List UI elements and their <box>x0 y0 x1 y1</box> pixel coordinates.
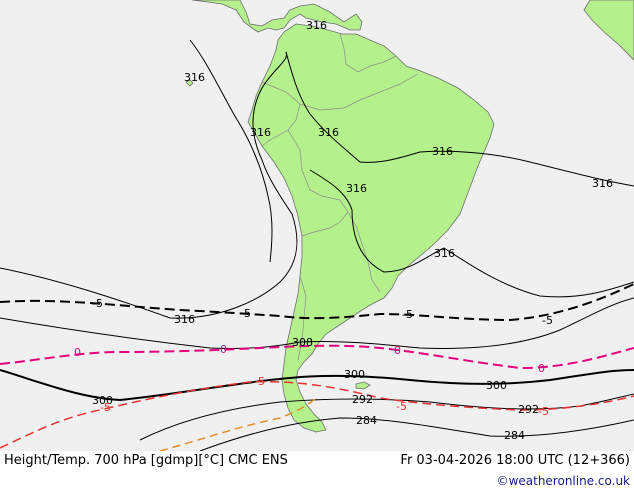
temp-label: -5 <box>542 314 553 327</box>
height-label: 284 <box>356 414 377 427</box>
map-title: Height/Temp. 700 hPa [gdmp][°C] CMC ENS <box>4 453 288 468</box>
temp-label: -5 <box>92 297 103 310</box>
contour-316-d <box>309 169 634 298</box>
temp-label: 0 <box>220 343 227 356</box>
land-central-america <box>191 0 363 33</box>
temperature-labels: -5 -5 -5 -5 0 0 0 0 -5 -5 -5 -5 <box>74 297 553 418</box>
land-top-right <box>583 0 634 61</box>
height-label: 316 <box>184 71 205 84</box>
isotherm-minus5-south <box>0 380 634 449</box>
height-label: 316 <box>592 177 613 190</box>
temp-label: -5 <box>254 375 265 388</box>
height-label: 316 <box>434 247 455 260</box>
country-borders <box>261 33 419 361</box>
height-label: 316 <box>432 145 453 158</box>
height-label: 300 <box>486 379 507 392</box>
isotherm-zero <box>0 344 634 370</box>
credit-link[interactable]: ©weatheronline.co.uk <box>496 474 630 488</box>
height-label: 316 <box>174 313 195 326</box>
height-label: 316 <box>318 126 339 139</box>
height-label: 300 <box>344 368 365 381</box>
height-label: 316 <box>346 182 367 195</box>
contour-300 <box>0 369 634 402</box>
land-south-america <box>247 23 495 433</box>
temp-label: -5 <box>538 405 549 418</box>
contour-316-c <box>285 51 634 187</box>
temp-label: 0 <box>74 346 81 359</box>
height-label: 292 <box>352 393 373 406</box>
land-falklands <box>355 381 371 390</box>
height-labels: 316 316 316 316 316 316 316 316 316 308 … <box>92 19 613 442</box>
temp-label: -5 <box>396 400 407 413</box>
contour-308 <box>0 297 634 350</box>
height-label: 284 <box>504 429 525 442</box>
temp-label: -5 <box>100 401 111 414</box>
footer-bar: Height/Temp. 700 hPa [gdmp][°C] CMC ENS … <box>0 451 634 490</box>
valid-time: Fr 03-04-2026 18:00 UTC (12+366) <box>400 453 630 468</box>
land-galapagos <box>185 79 194 87</box>
height-label: 316 <box>306 19 327 32</box>
temp-label: 0 <box>394 344 401 357</box>
temp-label: -5 <box>402 308 413 321</box>
temperature-isotherms <box>0 283 634 451</box>
isotherm-minus10 <box>159 395 319 451</box>
contour-316-b <box>189 39 273 263</box>
temp-label: 0 <box>538 362 545 375</box>
height-contours <box>0 39 634 451</box>
contour-284 <box>199 417 634 451</box>
height-label: 316 <box>250 126 271 139</box>
height-label: 292 <box>518 403 539 416</box>
height-label: 300 <box>92 394 113 407</box>
weather-map: 316 316 316 316 316 316 316 316 316 308 … <box>0 0 634 451</box>
isotherm-minus5-north <box>0 283 634 322</box>
height-label: 308 <box>292 336 313 349</box>
temp-label: -5 <box>240 307 251 320</box>
land-masses <box>185 0 634 433</box>
